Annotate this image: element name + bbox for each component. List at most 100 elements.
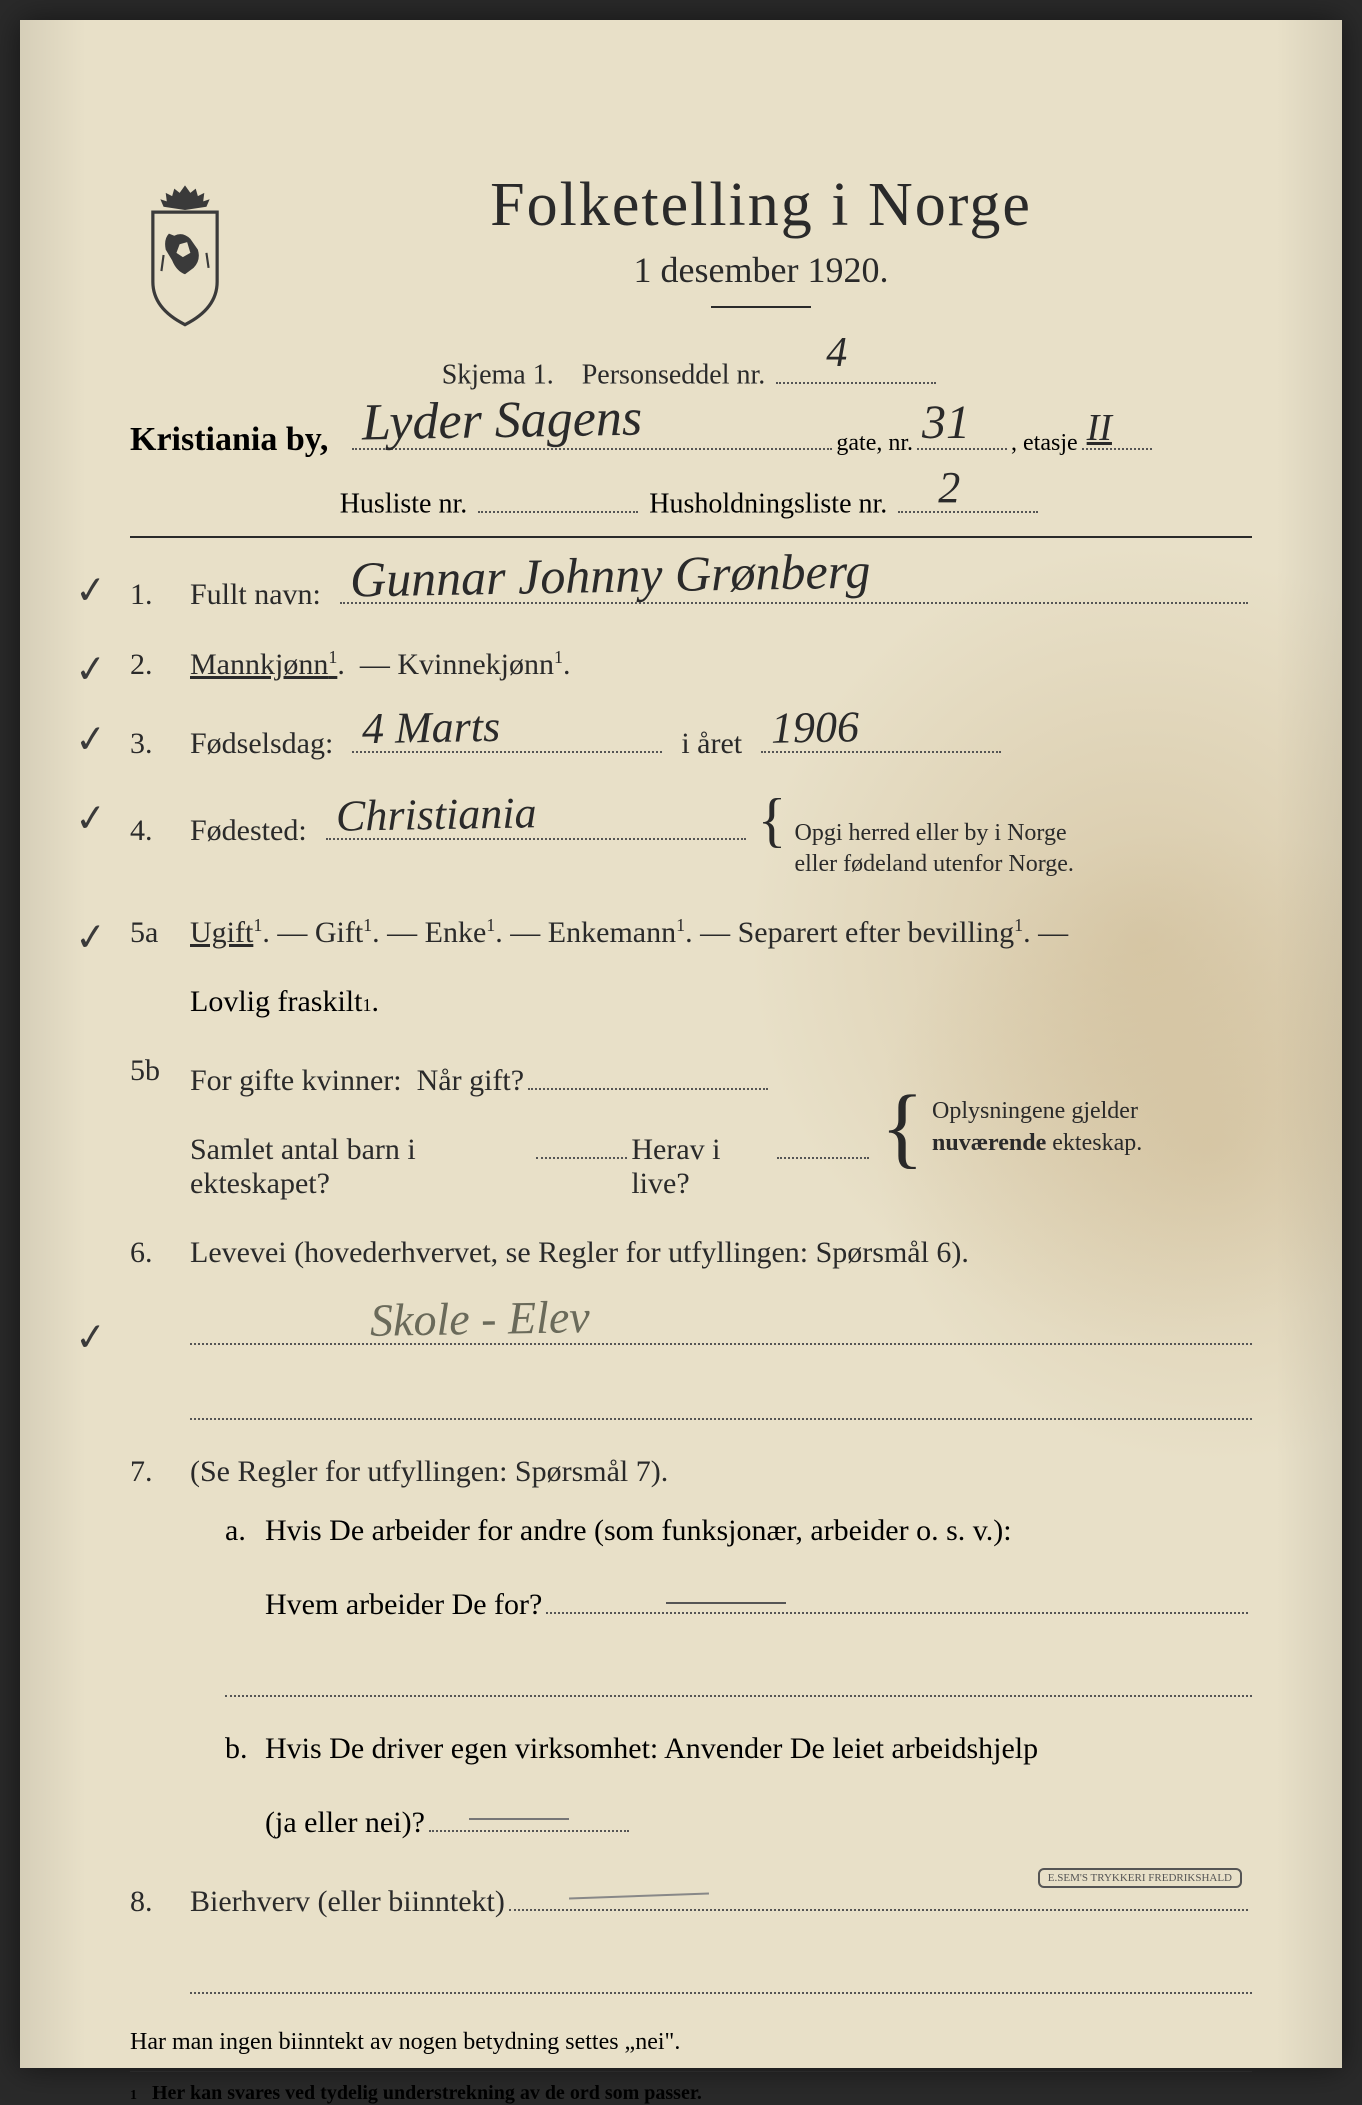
skjema-line: Skjema 1. Personseddel nr. 4	[130, 350, 1252, 392]
q7b-block: b. Hvis De driver egen virksomhet: Anven…	[225, 1732, 1252, 1840]
etasje-label: , etasje	[1011, 430, 1078, 457]
q1-value: Gunnar Johnny Grønberg	[349, 541, 870, 608]
q5b-note: Oplysningene gjelder nuværende ekteskap.	[932, 1096, 1252, 1158]
dash-mark	[569, 1893, 709, 1900]
checkmark-icon: ✓	[73, 914, 109, 962]
q1-field: Gunnar Johnny Grønberg	[340, 568, 1248, 604]
q6-value: Skole - Elev	[370, 1290, 591, 1347]
q1-label: Fullt navn:	[190, 578, 321, 612]
q7b-text1: Hvis De driver egen virksomhet: Anvender…	[265, 1732, 1038, 1766]
q5a-options: Ugift1. — Gift1. — Enke1. — Enkemann1. —…	[190, 915, 1068, 950]
skjema-label: Skjema 1.	[442, 360, 554, 391]
q4-note: Opgi herred eller by i Norge eller fødel…	[794, 818, 1114, 880]
q5b-q1-field	[528, 1054, 768, 1090]
q8-field-2	[190, 1954, 1252, 1994]
census-form-page: Folketelling i Norge 1 desember 1920. Sk…	[20, 20, 1342, 2068]
q5b-row: 5b For gifte kvinner: Når gift? Samlet a…	[130, 1054, 1252, 1201]
q3-num: 3.	[130, 727, 190, 761]
gate-label: gate, nr.	[836, 430, 913, 457]
q7b-label: b.	[225, 1732, 265, 1766]
street-field: Lyder Sagens	[352, 417, 832, 451]
footer-note: Har man ingen biinntekt av nogen betydni…	[130, 2029, 1252, 2056]
gate-nr-field: 31	[917, 417, 1007, 451]
q7a-text2: Hvem arbeider De for?	[265, 1588, 542, 1622]
q3-day-field: 4 Marts	[352, 717, 662, 753]
q3-year-label: i året	[681, 727, 742, 761]
q3-year-value: 1906	[771, 701, 860, 754]
street-value: Lyder Sagens	[362, 389, 643, 453]
q7-row: 7. (Se Regler for utfyllingen: Spørsmål …	[130, 1455, 1252, 1489]
q2-opt-a: Mannkjønn1	[190, 647, 337, 682]
dash-mark	[666, 1602, 786, 1604]
q6-field: ✓ Skole - Elev	[190, 1305, 1252, 1345]
separator: . —	[337, 648, 397, 682]
subtitle: 1 desember 1920.	[270, 249, 1252, 291]
footer-divider	[130, 2071, 1252, 2072]
q5a-num: 5a	[130, 916, 190, 950]
q2-row: ✓ 2. Mannkjønn1 . — Kvinnekjønn1.	[130, 647, 1252, 682]
q5b-q3: Herav i live?	[631, 1133, 773, 1201]
q5b-q1: Når gift?	[417, 1064, 524, 1098]
husliste-field	[478, 479, 638, 513]
q5b-q2: Samlet antal barn i ekteskapet?	[190, 1133, 532, 1201]
q2-opt-b: Kvinnekjønn1.	[397, 647, 570, 682]
q5a-row: ✓ 5a Ugift1. — Gift1. — Enke1. — Enkeman…	[130, 915, 1252, 950]
personseddel-value: 4	[826, 329, 847, 377]
q7a-field	[546, 1578, 1248, 1614]
q3-day-value: 4 Marts	[362, 701, 501, 754]
q1-num: 1.	[130, 578, 190, 612]
checkmark-icon: ✓	[73, 645, 109, 693]
q3-row: ✓ 3. Fødselsdag: 4 Marts i året 1906	[130, 717, 1252, 761]
husliste-line: Husliste nr. Husholdningsliste nr. 2	[130, 479, 1252, 521]
checkmark-icon: ✓	[73, 715, 109, 763]
dash-mark	[469, 1818, 569, 1820]
q5b-content: For gifte kvinner: Når gift? Samlet anta…	[190, 1054, 873, 1201]
city-line: Kristiania by, Lyder Sagens gate, nr. 31…	[130, 417, 1252, 460]
footnote: 1 Her kan svares ved tydelig understrekn…	[130, 2082, 1252, 2105]
checkmark-icon: ✓	[73, 1314, 109, 1362]
q8-num: 8.	[130, 1885, 190, 1919]
etasje-value: II	[1087, 406, 1112, 450]
header-block: Folketelling i Norge 1 desember 1920.	[130, 170, 1252, 330]
footnote-num: 1	[130, 2088, 137, 2103]
hushold-value: 2	[938, 462, 960, 513]
brace-icon: {	[881, 1092, 924, 1164]
q7a-label: a.	[225, 1514, 265, 1548]
q5a-line2: Lovlig fraskilt1.	[190, 985, 1252, 1019]
q5b-q3-field	[777, 1123, 869, 1159]
q7b-text2: (ja eller nei)?	[265, 1806, 425, 1840]
q3-year-field: 1906	[761, 717, 1001, 753]
checkmark-icon: ✓	[73, 566, 109, 614]
divider	[711, 306, 811, 308]
q6-field-2	[190, 1380, 1252, 1420]
etasje-field: II	[1082, 417, 1152, 451]
q1-row: ✓ 1. Fullt navn: Gunnar Johnny Grønberg	[130, 568, 1252, 612]
q5b-q2-field	[536, 1123, 628, 1159]
q5b-num: 5b	[130, 1054, 190, 1088]
gate-nr-value: 31	[922, 395, 970, 450]
q4-value: Christiania	[335, 787, 536, 841]
title-block: Folketelling i Norge 1 desember 1920.	[270, 170, 1252, 323]
q6-label: Levevei (hovederhvervet, se Regler for u…	[190, 1236, 969, 1270]
brace-icon: {	[758, 796, 787, 844]
q7a-text1: Hvis De arbeider for andre (som funksjon…	[265, 1514, 1012, 1548]
checkmark-icon: ✓	[73, 794, 109, 842]
husliste-label: Husliste nr.	[340, 489, 468, 520]
main-title: Folketelling i Norge	[270, 170, 1252, 241]
city-label: Kristiania by,	[130, 421, 328, 459]
q4-label: Fødested:	[190, 814, 307, 848]
personseddel-label: Personseddel nr.	[582, 360, 766, 391]
q6-num: 6.	[130, 1236, 190, 1270]
q7-label: (Se Regler for utfyllingen: Spørsmål 7).	[190, 1455, 668, 1489]
q4-row: ✓ 4. Fødested: Christiania { Opgi herred…	[130, 796, 1252, 880]
coat-of-arms-icon	[130, 180, 240, 330]
q6-row: 6. Levevei (hovederhvervet, se Regler fo…	[130, 1236, 1252, 1270]
q3-label: Fødselsdag:	[190, 727, 333, 761]
footnote-text: Her kan svares ved tydelig understreknin…	[152, 2082, 702, 2104]
hushold-label: Husholdningsliste nr.	[649, 489, 887, 520]
q7-num: 7.	[130, 1455, 190, 1489]
main-divider	[130, 536, 1252, 538]
printer-stamp: E.SEM'S TRYKKERI FREDRIKSHALD	[1038, 1868, 1242, 1888]
personseddel-field: 4	[776, 350, 936, 384]
hushold-field: 2	[898, 479, 1038, 513]
